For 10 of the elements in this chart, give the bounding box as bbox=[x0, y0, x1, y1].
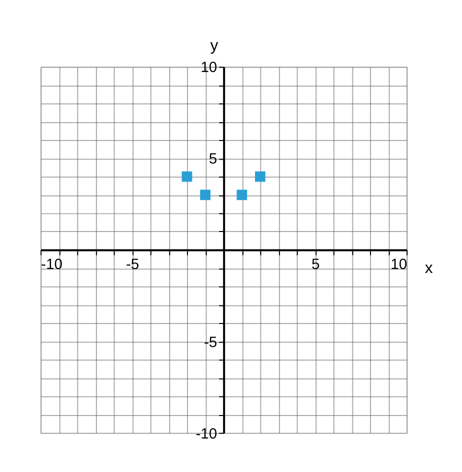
y-tick-label: -10 bbox=[196, 426, 218, 442]
x-tick-label: -5 bbox=[126, 257, 140, 274]
x-tick-label: -10 bbox=[41, 257, 62, 274]
x-tick-label: 5 bbox=[311, 257, 320, 274]
y-tick-label: 10 bbox=[200, 60, 218, 76]
x-axis-title: x bbox=[424, 260, 433, 278]
y-tick-label: -5 bbox=[204, 334, 218, 351]
y-axis-title: y bbox=[210, 37, 218, 54]
y-tick-label: 5 bbox=[208, 152, 218, 168]
x-tick-label: 10 bbox=[390, 257, 408, 274]
